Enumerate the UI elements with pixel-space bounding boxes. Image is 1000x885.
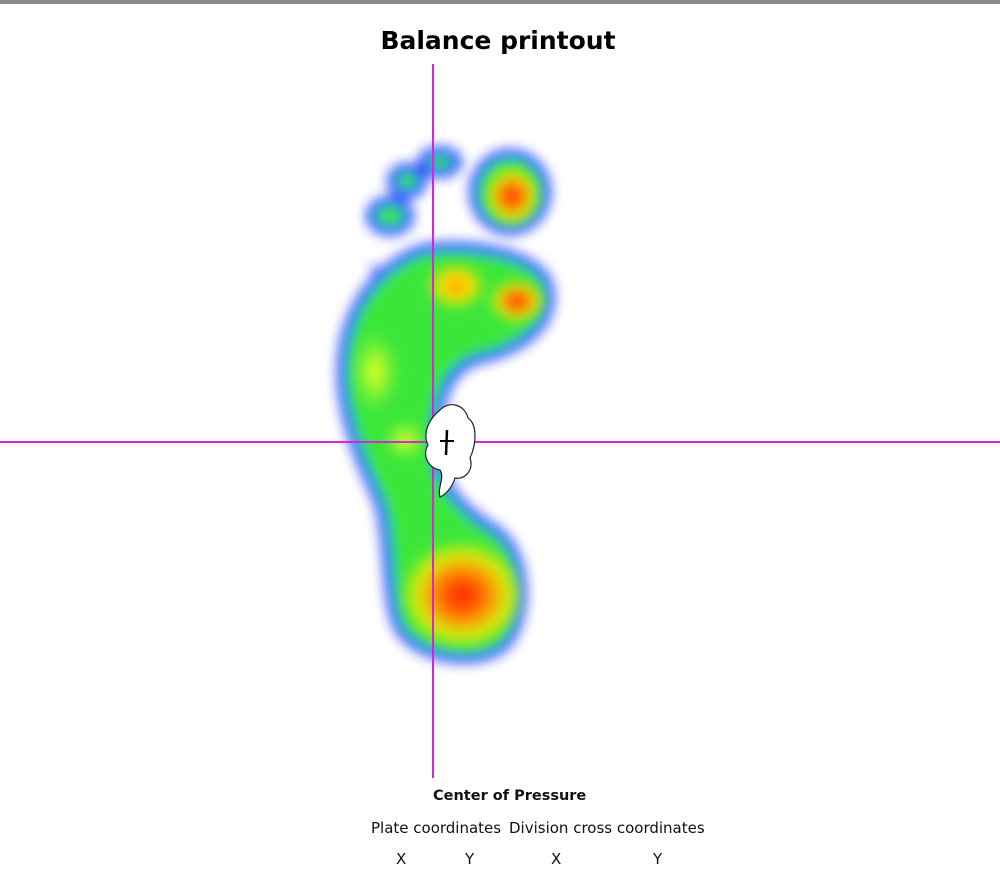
group-label: Plate coordinates	[371, 819, 502, 837]
top-bar	[0, 0, 1000, 4]
section-title: Center of Pressure	[433, 788, 587, 804]
page-title: Balance printout	[380, 26, 616, 55]
cop-trace	[425, 404, 476, 498]
group-label: Division cross coordinates	[509, 819, 705, 837]
column-label: Y	[653, 850, 663, 868]
pressure-hotspots	[351, 166, 545, 650]
column-label: X	[551, 850, 562, 868]
column-label: Y	[465, 850, 475, 868]
column-label: X	[396, 850, 407, 868]
